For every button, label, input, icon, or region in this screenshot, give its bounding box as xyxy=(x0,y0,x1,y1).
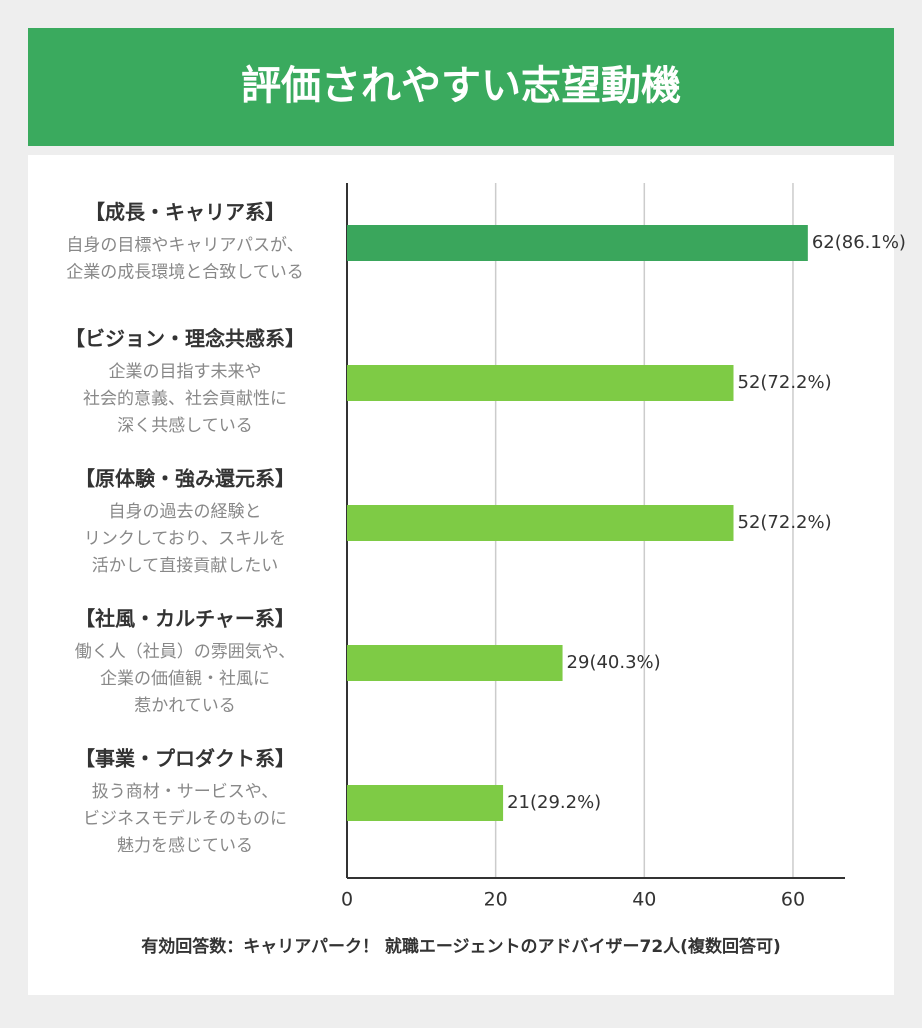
category-description: 惹かれている xyxy=(134,696,236,716)
value-label: 29(40.3%) xyxy=(567,652,661,673)
value-label: 21(29.2%) xyxy=(507,792,601,813)
category-description: 自身の過去の経験と xyxy=(109,502,262,522)
category-description: 魅力を感じている xyxy=(117,836,253,856)
category-description: 企業の価値観・社風に xyxy=(100,669,270,689)
category-description: リンクしており、スキルを xyxy=(84,529,286,549)
category-description: 自身の目標やキャリアパスが、 xyxy=(66,236,303,256)
value-label: 62(86.1%) xyxy=(812,232,906,253)
x-tick-label: 40 xyxy=(632,889,656,911)
category-description: 活かして直接貢献したい xyxy=(92,556,279,576)
category-description: 社会的意義、社会貢献性に xyxy=(83,389,287,409)
category-label: 【社風・カルチャー系】 xyxy=(75,607,295,631)
x-tick-label: 60 xyxy=(781,889,805,911)
bar xyxy=(347,225,808,261)
category-description: 働く人（社員）の雰囲気や、 xyxy=(75,642,296,662)
value-label: 52(72.2%) xyxy=(738,372,832,393)
category-description: 企業の成長環境と合致している xyxy=(66,263,304,283)
category-label: 【事業・プロダクト系】 xyxy=(75,747,295,771)
x-tick-label: 20 xyxy=(484,889,508,911)
chart-title: 評価されやすい志望動機 xyxy=(241,63,681,109)
category-description: 企業の目指す未来や xyxy=(109,362,262,382)
value-label: 52(72.2%) xyxy=(738,512,832,533)
bar xyxy=(347,505,734,541)
bar xyxy=(347,645,563,681)
header xyxy=(28,28,894,146)
x-tick-label: 0 xyxy=(341,889,353,911)
category-description: 深く共感している xyxy=(117,416,253,436)
note: 有効回答数：キャリアパーク！ 就職エージェントのアドバイザー72人(複数回答可) xyxy=(141,936,780,957)
category-description: ビジネスモデルそのものに xyxy=(83,808,287,829)
category-description: 扱う商材・サービスや、 xyxy=(92,782,279,802)
category-label: 【原体験・強み還元系】 xyxy=(75,467,295,491)
category-label: 【ビジョン・理念共感系】 xyxy=(65,327,305,351)
bar xyxy=(347,785,504,821)
category-label: 【成長・キャリア系】 xyxy=(85,200,285,224)
bar xyxy=(347,365,734,401)
card xyxy=(28,155,894,995)
